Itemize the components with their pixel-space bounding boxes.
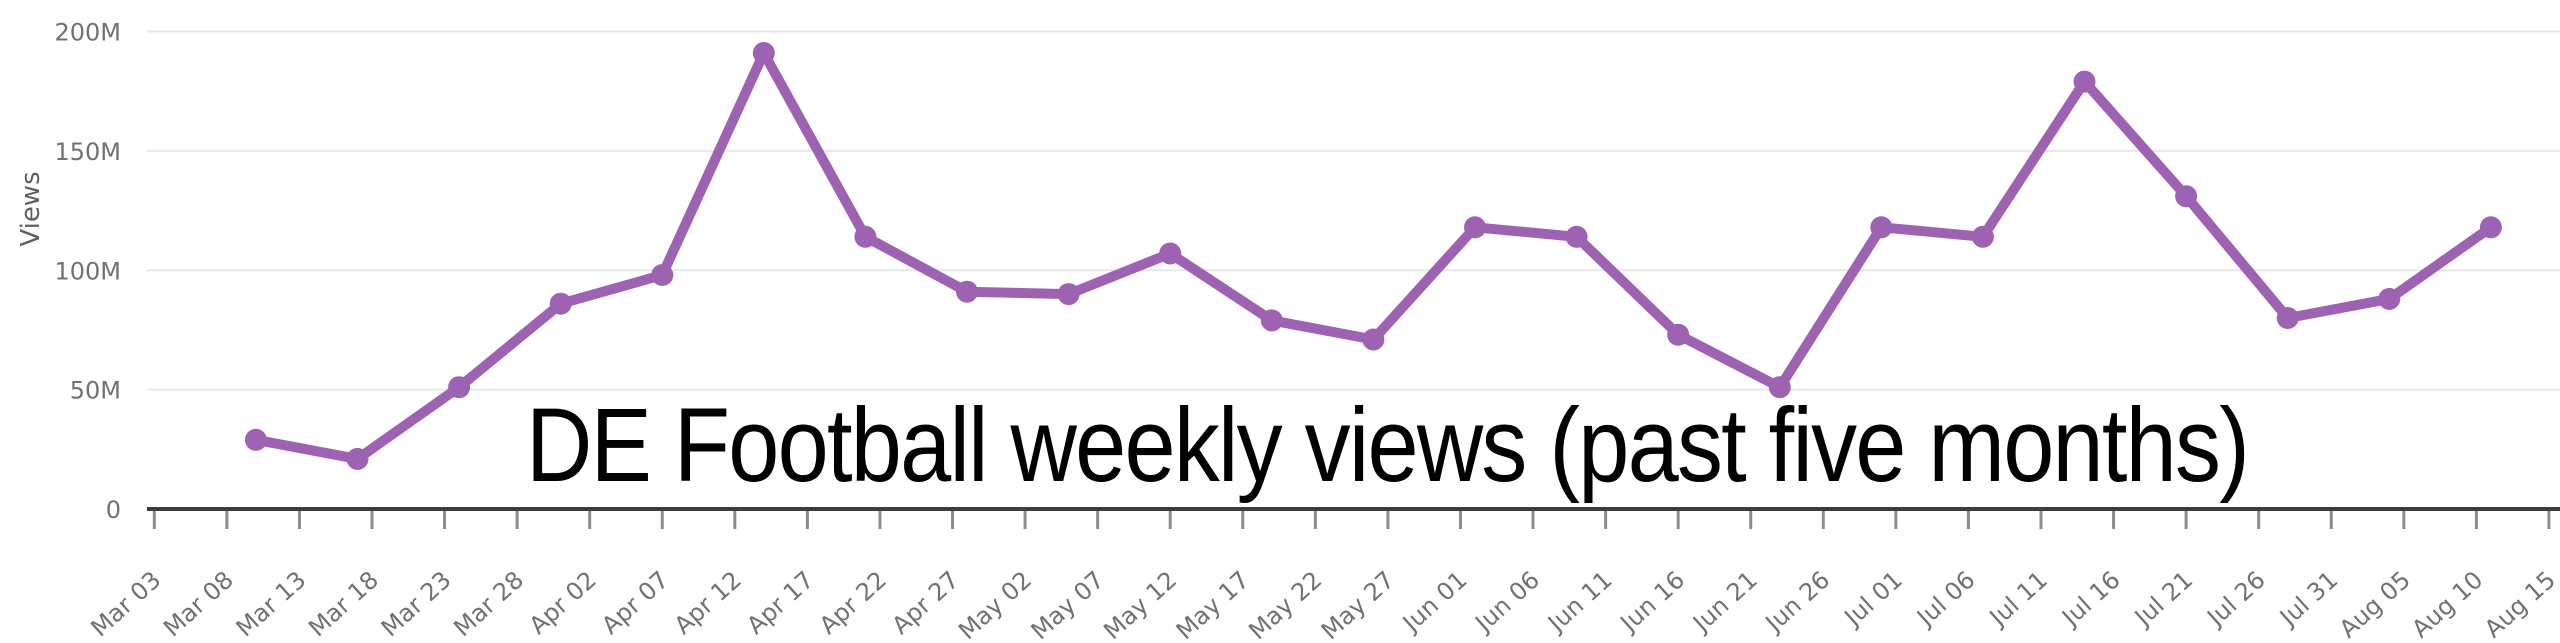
x-tick-label: Jul 21 bbox=[2128, 566, 2198, 633]
y-tick-label: 100M bbox=[54, 257, 121, 285]
x-tick-label: Apr 02 bbox=[524, 566, 602, 640]
data-point[interactable]: May 19: 79M bbox=[1260, 309, 1283, 332]
x-tick-label: Mar 13 bbox=[231, 566, 312, 643]
data-point[interactable]: Jun 30: 118M bbox=[1870, 216, 1893, 239]
data-point[interactable]: May 05: 90M bbox=[1057, 283, 1080, 306]
data-point[interactable]: Jun 16: 73M bbox=[1667, 323, 1690, 346]
x-tick-label: Jul 26 bbox=[2201, 566, 2271, 633]
x-tick-label: Apr 12 bbox=[669, 566, 747, 640]
x-tick-label: Jun 26 bbox=[1759, 566, 1835, 639]
data-point[interactable]: Jul 07: 114M bbox=[1971, 225, 1994, 248]
x-tick-label: Mar 03 bbox=[86, 566, 167, 643]
x-tick-label: Jun 16 bbox=[1614, 566, 1690, 639]
x-tick-label: Jul 16 bbox=[2055, 566, 2125, 633]
x-tick-label: Aug 10 bbox=[2406, 566, 2488, 643]
data-point[interactable]: Aug 11: 118M bbox=[2479, 216, 2502, 239]
data-point[interactable]: May 26: 71M bbox=[1362, 328, 1385, 351]
data-point[interactable]: Jul 14: 179M bbox=[2073, 70, 2096, 93]
data-point[interactable]: Apr 28: 91M bbox=[956, 280, 978, 303]
data-point[interactable]: Apr 07: 98M bbox=[651, 264, 674, 286]
x-tick-label: Jun 06 bbox=[1469, 566, 1545, 639]
x-tick-label: May 27 bbox=[1316, 566, 1400, 643]
y-axis-title: Views bbox=[16, 171, 46, 247]
x-tick-label: Mar 08 bbox=[158, 566, 239, 643]
x-tick-label: Jun 11 bbox=[1541, 566, 1617, 639]
data-point[interactable]: Jul 21: 131M bbox=[2175, 185, 2198, 208]
data-point[interactable]: Mar 17: 21M bbox=[346, 447, 369, 470]
x-tick-label: Jun 01 bbox=[1396, 566, 1472, 639]
x-tick-label: Jul 01 bbox=[1838, 566, 1908, 633]
x-tick-label: Apr 27 bbox=[887, 566, 965, 640]
data-point[interactable]: Mar 24: 51M bbox=[448, 376, 471, 399]
x-tick-label: Jul 06 bbox=[1910, 566, 1980, 633]
data-point[interactable]: Aug 04: 88M bbox=[2378, 287, 2401, 310]
data-point[interactable]: Apr 14: 191M bbox=[752, 42, 775, 64]
x-tick-label: May 22 bbox=[1243, 566, 1327, 643]
data-point[interactable]: Jun 23: 51M bbox=[1768, 376, 1791, 399]
data-point[interactable]: Jun 02: 118M bbox=[1464, 216, 1486, 239]
y-tick-label: 0 bbox=[106, 496, 121, 524]
x-tick-label: Mar 23 bbox=[376, 566, 457, 643]
chart-title: DE Football weekly views (past five mont… bbox=[526, 387, 2250, 504]
x-tick-label: Apr 17 bbox=[741, 566, 819, 640]
x-tick-label: Aug 05 bbox=[2334, 566, 2416, 643]
x-tick-label: Aug 15 bbox=[2479, 566, 2560, 643]
data-point[interactable]: Mar 10: 29M bbox=[244, 428, 267, 451]
y-tick-label: 200M bbox=[54, 19, 121, 47]
x-tick-label: Jun 21 bbox=[1686, 566, 1762, 639]
x-tick-label: Apr 07 bbox=[596, 566, 674, 640]
x-tick-label: Jul 11 bbox=[1983, 566, 2053, 633]
data-point[interactable]: Jul 28: 80M bbox=[2276, 307, 2299, 329]
y-tick-label: 50M bbox=[70, 377, 121, 405]
x-tick-label: May 17 bbox=[1171, 566, 1255, 643]
x-tick-label: May 02 bbox=[953, 566, 1037, 643]
data-point[interactable]: Mar 31: 86M bbox=[549, 292, 572, 315]
x-tick-label: Mar 28 bbox=[448, 566, 529, 643]
y-tick-label: 150M bbox=[54, 138, 121, 166]
data-point[interactable]: May 12: 107M bbox=[1159, 242, 1182, 265]
x-tick-label: May 12 bbox=[1098, 566, 1182, 643]
data-point[interactable]: Apr 21: 114M bbox=[854, 225, 877, 248]
x-tick-label: May 07 bbox=[1026, 566, 1110, 643]
x-tick-label: Apr 22 bbox=[814, 566, 892, 640]
data-point[interactable]: Jun 09: 114M bbox=[1565, 225, 1588, 248]
x-tick-label: Mar 18 bbox=[303, 566, 384, 643]
